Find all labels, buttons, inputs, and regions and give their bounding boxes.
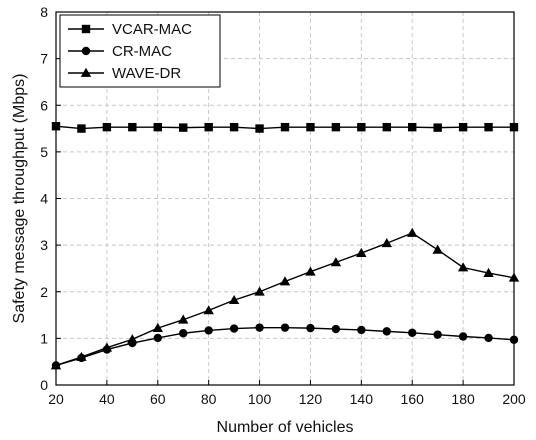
data-point	[331, 122, 341, 132]
x-tick-label: 120	[299, 391, 323, 407]
data-point	[77, 124, 86, 133]
data-point	[458, 122, 468, 132]
data-point	[152, 322, 163, 333]
data-point	[356, 247, 367, 257]
series-vcar-mac	[51, 122, 519, 133]
data-point	[382, 327, 391, 336]
y-tick-label: 4	[40, 191, 48, 207]
axis-ticks: 20 40 60 80 100 120 140 160 180 200 0 1 2 3 4 5 6 7 8	[40, 4, 526, 407]
data-point	[204, 326, 213, 335]
series-wave-dr	[50, 227, 520, 370]
y-tick-label: 0	[40, 377, 48, 393]
series-line	[55, 326, 515, 367]
legend-item: WAVE-DR	[68, 65, 181, 82]
data-point	[204, 122, 213, 132]
data-point	[408, 328, 417, 337]
legend-item: VCAR-MAC	[68, 21, 192, 38]
x-tick-label: 160	[401, 391, 425, 407]
data-point	[357, 122, 366, 132]
data-point	[254, 286, 265, 296]
x-tick-label: 40	[99, 391, 115, 407]
legend-label: WAVE-DR	[112, 65, 181, 82]
data-point	[306, 323, 315, 333]
legend-marker	[81, 24, 91, 34]
data-point	[433, 330, 442, 339]
legend-label: VCAR-MAC	[112, 21, 192, 38]
data-point	[178, 314, 189, 324]
grid	[56, 12, 514, 385]
data-point	[102, 122, 112, 132]
data-point	[331, 324, 341, 334]
y-tick-label: 6	[40, 97, 48, 113]
data-point	[306, 122, 315, 132]
data-point	[484, 122, 493, 132]
legend-label: CR-MAC	[112, 43, 172, 60]
data-point	[203, 305, 214, 315]
data-point	[280, 122, 290, 132]
y-tick-label: 5	[40, 144, 48, 160]
y-tick-label: 7	[40, 51, 48, 67]
data-point	[76, 351, 87, 361]
series-cr-mac	[51, 323, 519, 370]
data-point	[228, 294, 240, 305]
data-point	[280, 323, 290, 332]
data-point	[483, 267, 494, 277]
data-point	[357, 325, 366, 335]
data-point	[407, 227, 418, 237]
legend-marker	[81, 46, 91, 56]
series-layer	[50, 122, 520, 370]
x-axis-title: Number of vehicles	[217, 419, 354, 436]
data-point	[153, 122, 162, 132]
data-point	[484, 333, 493, 343]
data-point	[305, 266, 316, 276]
data-point	[458, 332, 468, 341]
data-point	[153, 333, 162, 343]
x-tick-label: 80	[201, 391, 217, 407]
legend-item: CR-MAC	[68, 43, 172, 60]
legend-marker	[80, 67, 92, 77]
data-point	[128, 122, 137, 132]
data-point	[127, 334, 138, 344]
data-point	[179, 123, 188, 132]
data-point	[255, 323, 264, 332]
data-point	[381, 238, 392, 248]
x-tick-label: 140	[350, 391, 374, 407]
y-axis-title: Safety message throughput (Mbps)	[11, 74, 28, 324]
data-point	[382, 122, 391, 132]
data-point	[101, 342, 113, 352]
data-point	[408, 122, 417, 132]
legend: VCAR-MAC CR-MAC WAVE-DR	[59, 14, 221, 88]
x-tick-label: 200	[502, 391, 526, 407]
data-point	[179, 329, 188, 338]
data-point	[279, 276, 291, 286]
y-tick-label: 1	[40, 330, 48, 346]
y-tick-label: 2	[40, 284, 48, 300]
y-tick-label: 8	[40, 4, 48, 20]
x-tick-label: 100	[248, 391, 272, 407]
x-tick-label: 20	[48, 391, 64, 407]
data-point	[229, 324, 239, 333]
data-point	[432, 244, 443, 254]
data-point	[255, 124, 264, 133]
x-tick-label: 60	[150, 391, 166, 407]
data-point	[229, 122, 239, 132]
y-tick-label: 3	[40, 237, 48, 253]
data-point	[457, 262, 469, 272]
data-point	[433, 123, 442, 132]
data-point	[330, 257, 342, 267]
x-tick-label: 180	[451, 391, 475, 407]
